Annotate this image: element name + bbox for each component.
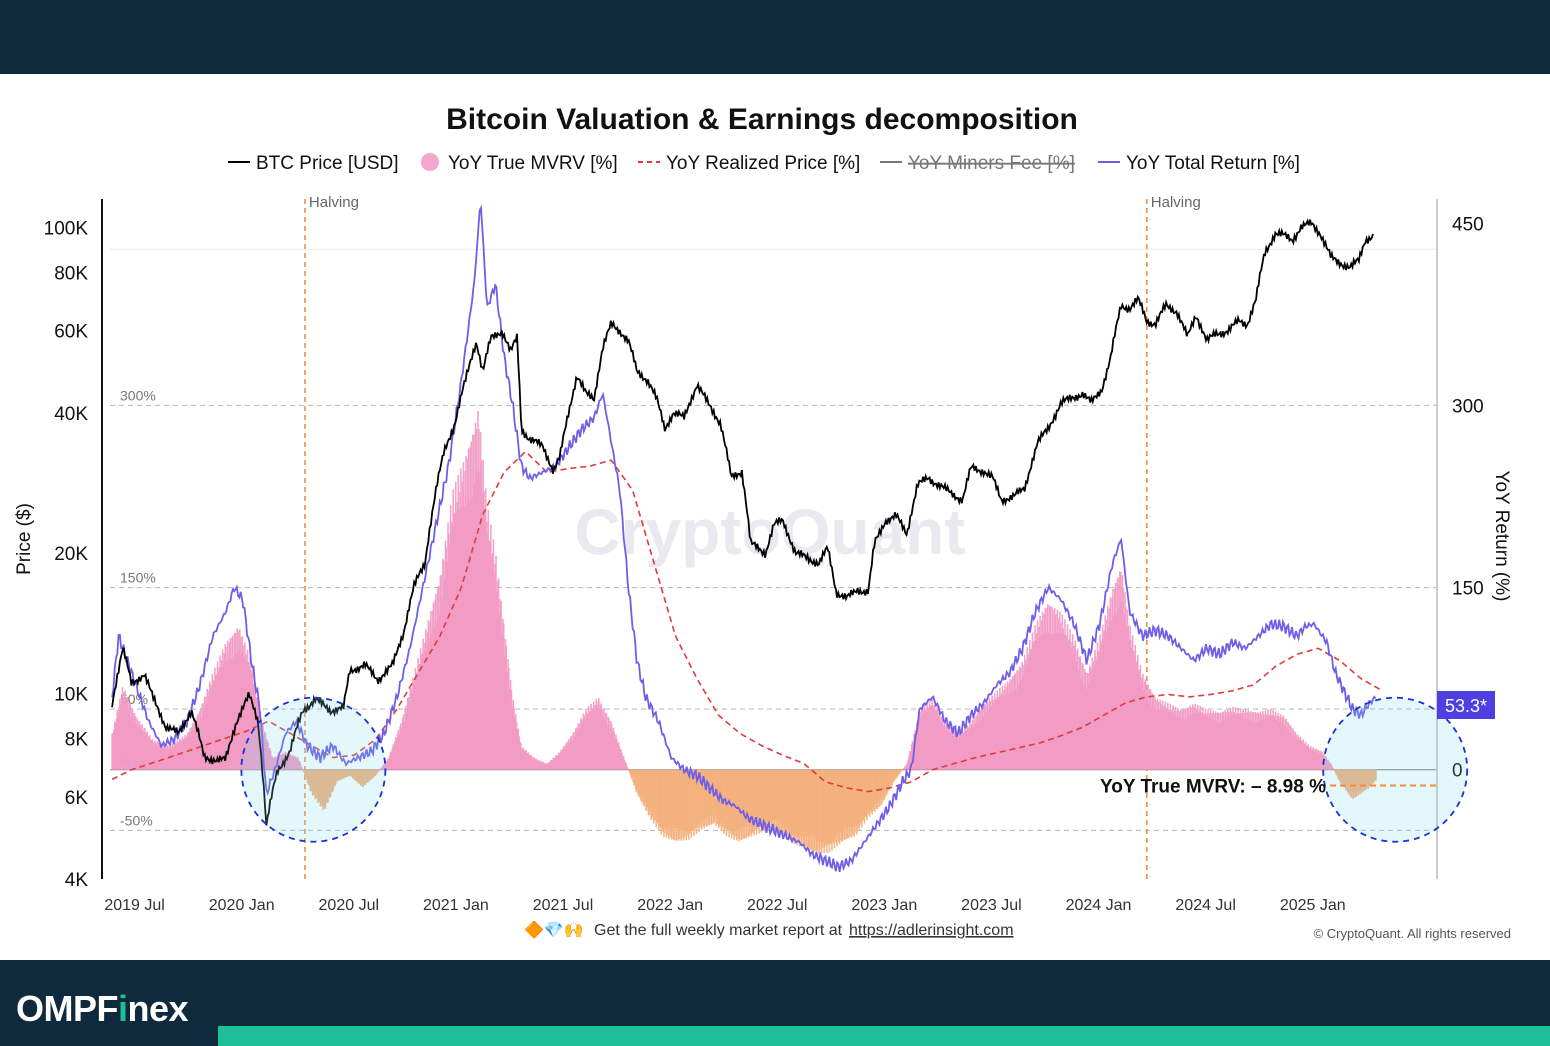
bottom-accent-stripe (218, 1026, 1550, 1046)
x-tick-2: 2020 Jul (319, 897, 380, 914)
plot-area: 300%150%50%0-50%100K80K60K40K20K10K8K6K4… (14, 194, 1512, 941)
y-right-axis-label: YoY Return (%) (1491, 471, 1512, 602)
y-right-tick-3: 0 (1452, 761, 1463, 782)
x-tick-0: 2019 Jul (104, 897, 165, 914)
legend-label-0: BTC Price [USD] (256, 153, 399, 174)
highlight-circle-1 (1322, 696, 1469, 843)
last-value-badge-bg (1437, 690, 1495, 719)
x-tick-3: 2021 Jan (423, 897, 489, 914)
halving-label-0: Halving (309, 194, 359, 211)
y-left-tick-5: 10K (54, 684, 88, 705)
y-left-tick-8: 4K (65, 870, 89, 891)
y-left-tick-6: 8K (65, 730, 89, 751)
brand-prefix: OMPF (16, 988, 119, 1029)
chart-canvas: Bitcoin Valuation & Earnings decompositi… (14, 103, 1512, 941)
total-return-line (111, 204, 1377, 872)
legend-marker-1 (421, 153, 439, 171)
y-left-axis-label: Price ($) (14, 503, 35, 575)
top-banner (0, 0, 1550, 74)
last-value-badge: 53.3* (1445, 696, 1487, 716)
watermark-text: CryptoQuant (574, 496, 965, 568)
y-right-tick-1: 300 (1452, 396, 1484, 417)
chart-title: Bitcoin Valuation & Earnings decompositi… (446, 103, 1078, 136)
btc-price-line (111, 218, 1374, 826)
legend-label-1: YoY True MVRV [%] (448, 153, 618, 174)
x-tick-11: 2025 Jan (1280, 897, 1346, 914)
grid-label-4: -50% (120, 812, 153, 828)
y-left-tick-2: 60K (54, 322, 88, 343)
brand-accent: i (118, 988, 128, 1029)
grid-label-1: 150% (120, 570, 156, 586)
grid-label-0: 300% (120, 387, 156, 403)
brand-logo: OMPFinex (16, 988, 189, 1030)
legend-label-2: YoY Realized Price [%] (666, 153, 860, 174)
x-tick-8: 2023 Jul (961, 897, 1022, 914)
brand-suffix: nex (127, 988, 189, 1029)
footer-link[interactable]: https://adlerinsight.com (849, 922, 1014, 939)
footer-emoji: 🔶💎🙌 (524, 920, 584, 939)
y-left-tick-7: 6K (65, 788, 89, 809)
x-tick-9: 2024 Jan (1066, 897, 1132, 914)
y-left-tick-1: 80K (54, 263, 88, 284)
highlight-circle-0 (240, 696, 387, 843)
x-tick-6: 2022 Jul (747, 897, 808, 914)
footer-text: Get the full weekly market report at (594, 922, 843, 939)
x-tick-10: 2024 Jul (1175, 897, 1236, 914)
legend-label-3: YoY Miners Fee [%] (908, 153, 1075, 174)
x-tick-5: 2022 Jan (637, 897, 703, 914)
legend-label-4: YoY Total Return [%] (1126, 153, 1300, 174)
halving-label-1: Halving (1151, 194, 1201, 211)
chart-legend: BTC Price [USD] YoY True MVRV [%] YoY Real… (228, 153, 1300, 174)
true-mvrv-bars (111, 410, 1377, 854)
y-left-tick-3: 40K (54, 404, 88, 425)
y-left-tick-0: 100K (44, 218, 89, 239)
y-right-tick-2: 150 (1452, 579, 1484, 600)
annotation-text: YoY True MVRV: – 8.98 % (1100, 777, 1326, 798)
x-tick-7: 2023 Jan (851, 897, 917, 914)
copyright-text: © CryptoQuant. All rights reserved (1314, 926, 1511, 941)
y-right-tick-0: 450 (1452, 214, 1484, 235)
y-left-tick-4: 20K (54, 544, 88, 565)
x-tick-1: 2020 Jan (209, 897, 275, 914)
x-tick-4: 2021 Jul (533, 897, 594, 914)
